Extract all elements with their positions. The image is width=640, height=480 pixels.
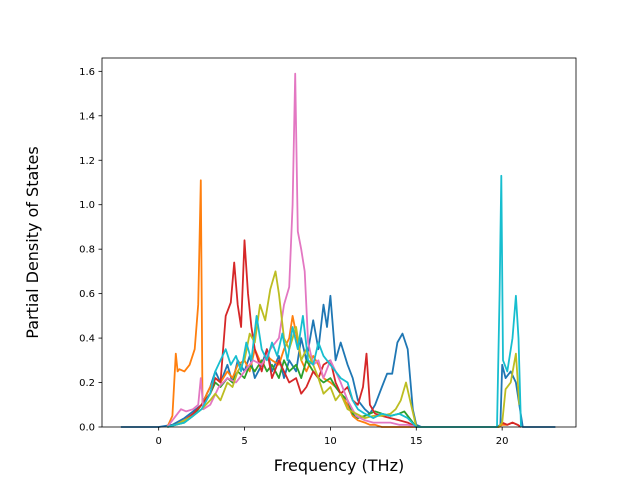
series-line-4	[167, 239, 522, 428]
series-line-5	[166, 72, 417, 428]
y-tick-label: 1.6	[79, 67, 95, 78]
y-axis: 0.0 0.2 0.4 0.6 0.8 1.0 1.2 1.4 1.6	[79, 67, 102, 434]
x-tick-label: 10	[324, 436, 337, 447]
y-tick-label: 1.0	[79, 200, 95, 211]
x-tick-label: 0	[155, 436, 161, 447]
x-tick-label: 20	[496, 436, 509, 447]
y-tick-label: 0.2	[79, 378, 95, 389]
series-line-3	[167, 359, 419, 428]
series-layer	[120, 72, 556, 428]
plot-frame	[101, 57, 577, 428]
y-axis-label: Partial Density of States	[23, 146, 42, 338]
x-axis-label: Frequency (THz)	[274, 456, 404, 475]
y-tick-label: 0.4	[79, 334, 95, 345]
x-axis: 0 5 10 15 20	[155, 427, 509, 447]
x-tick-label: 15	[410, 436, 423, 447]
x-tick-label: 5	[241, 436, 247, 447]
y-tick-label: 1.4	[79, 111, 95, 122]
y-tick-label: 0.6	[79, 289, 95, 300]
y-tick-label: 0.0	[79, 423, 95, 434]
series-line-1	[120, 294, 556, 428]
y-tick-label: 1.2	[79, 156, 95, 167]
y-tick-label: 0.8	[79, 245, 95, 256]
